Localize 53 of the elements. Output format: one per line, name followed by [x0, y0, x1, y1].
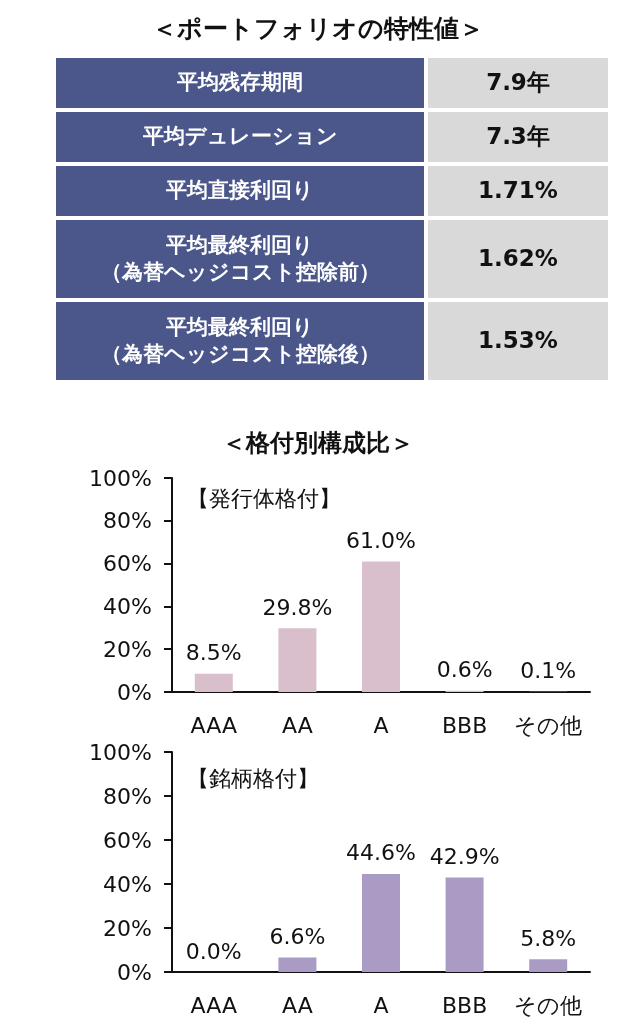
bar	[278, 957, 317, 972]
y-tick-label: 0%	[117, 679, 152, 705]
data-label: 0.0%	[185, 938, 242, 964]
bar	[362, 561, 400, 692]
x-tick-label: その他	[514, 992, 583, 1018]
x-tick-label: BBB	[441, 992, 488, 1018]
y-tick-label: 20%	[103, 915, 152, 941]
x-tick-label: BBB	[441, 712, 488, 738]
x-tick-label: その他	[514, 712, 583, 738]
text: 平均残存期間	[56, 58, 424, 108]
text: 1.71%	[428, 166, 608, 216]
data-label: 6.6%	[269, 923, 326, 949]
text: 平均最終利回り（為替ヘッジコスト控除後）	[56, 302, 424, 380]
y-tick-label: 80%	[103, 783, 152, 809]
chart-subtitle: 【発行体格付】	[187, 485, 341, 511]
text: 平均デュレーション	[56, 112, 424, 162]
x-tick-label: AAA	[190, 992, 237, 1018]
bar	[529, 959, 568, 972]
chart-title: ＜格付別構成比＞	[222, 429, 414, 457]
data-label: 61.0%	[346, 527, 416, 553]
y-tick-label: 60%	[103, 551, 152, 577]
bar	[445, 877, 484, 972]
data-label: 29.8%	[262, 594, 333, 620]
x-tick-label: AA	[282, 712, 313, 738]
x-tick-label: AA	[282, 992, 313, 1018]
text: 平均最終利回り（為替ヘッジコスト控除前）	[56, 220, 424, 298]
data-label: 0.6%	[436, 657, 493, 683]
data-label: 0.1%	[520, 658, 577, 684]
text: 7.3年	[428, 112, 608, 162]
text: ＜ポートフォリオの特性値＞	[151, 13, 485, 45]
x-tick-label: A	[373, 992, 389, 1018]
y-tick-label: 20%	[103, 636, 152, 662]
y-tick-label: 40%	[103, 871, 152, 897]
y-tick-label: 80%	[103, 508, 152, 534]
text: 1.62%	[428, 220, 608, 298]
y-tick-label: 100%	[89, 465, 152, 491]
bar	[194, 673, 233, 692]
y-tick-label: 40%	[103, 593, 152, 619]
bar	[362, 873, 400, 972]
data-label: 44.6%	[346, 840, 416, 866]
y-tick-label: 0%	[117, 959, 152, 985]
x-tick-label: AAA	[190, 712, 237, 738]
y-tick-label: 100%	[89, 739, 152, 765]
text: 1.53%	[428, 302, 608, 380]
text: 平均直接利回り	[56, 166, 424, 216]
data-label: 5.8%	[520, 925, 577, 951]
text: 7.9年	[428, 58, 608, 108]
x-tick-label: A	[373, 712, 389, 738]
text: 【銘柄格付】	[187, 765, 319, 791]
y-tick-label: 60%	[103, 827, 152, 853]
bar	[278, 628, 317, 692]
data-label: 42.9%	[429, 844, 500, 870]
data-label: 8.5%	[185, 640, 242, 666]
